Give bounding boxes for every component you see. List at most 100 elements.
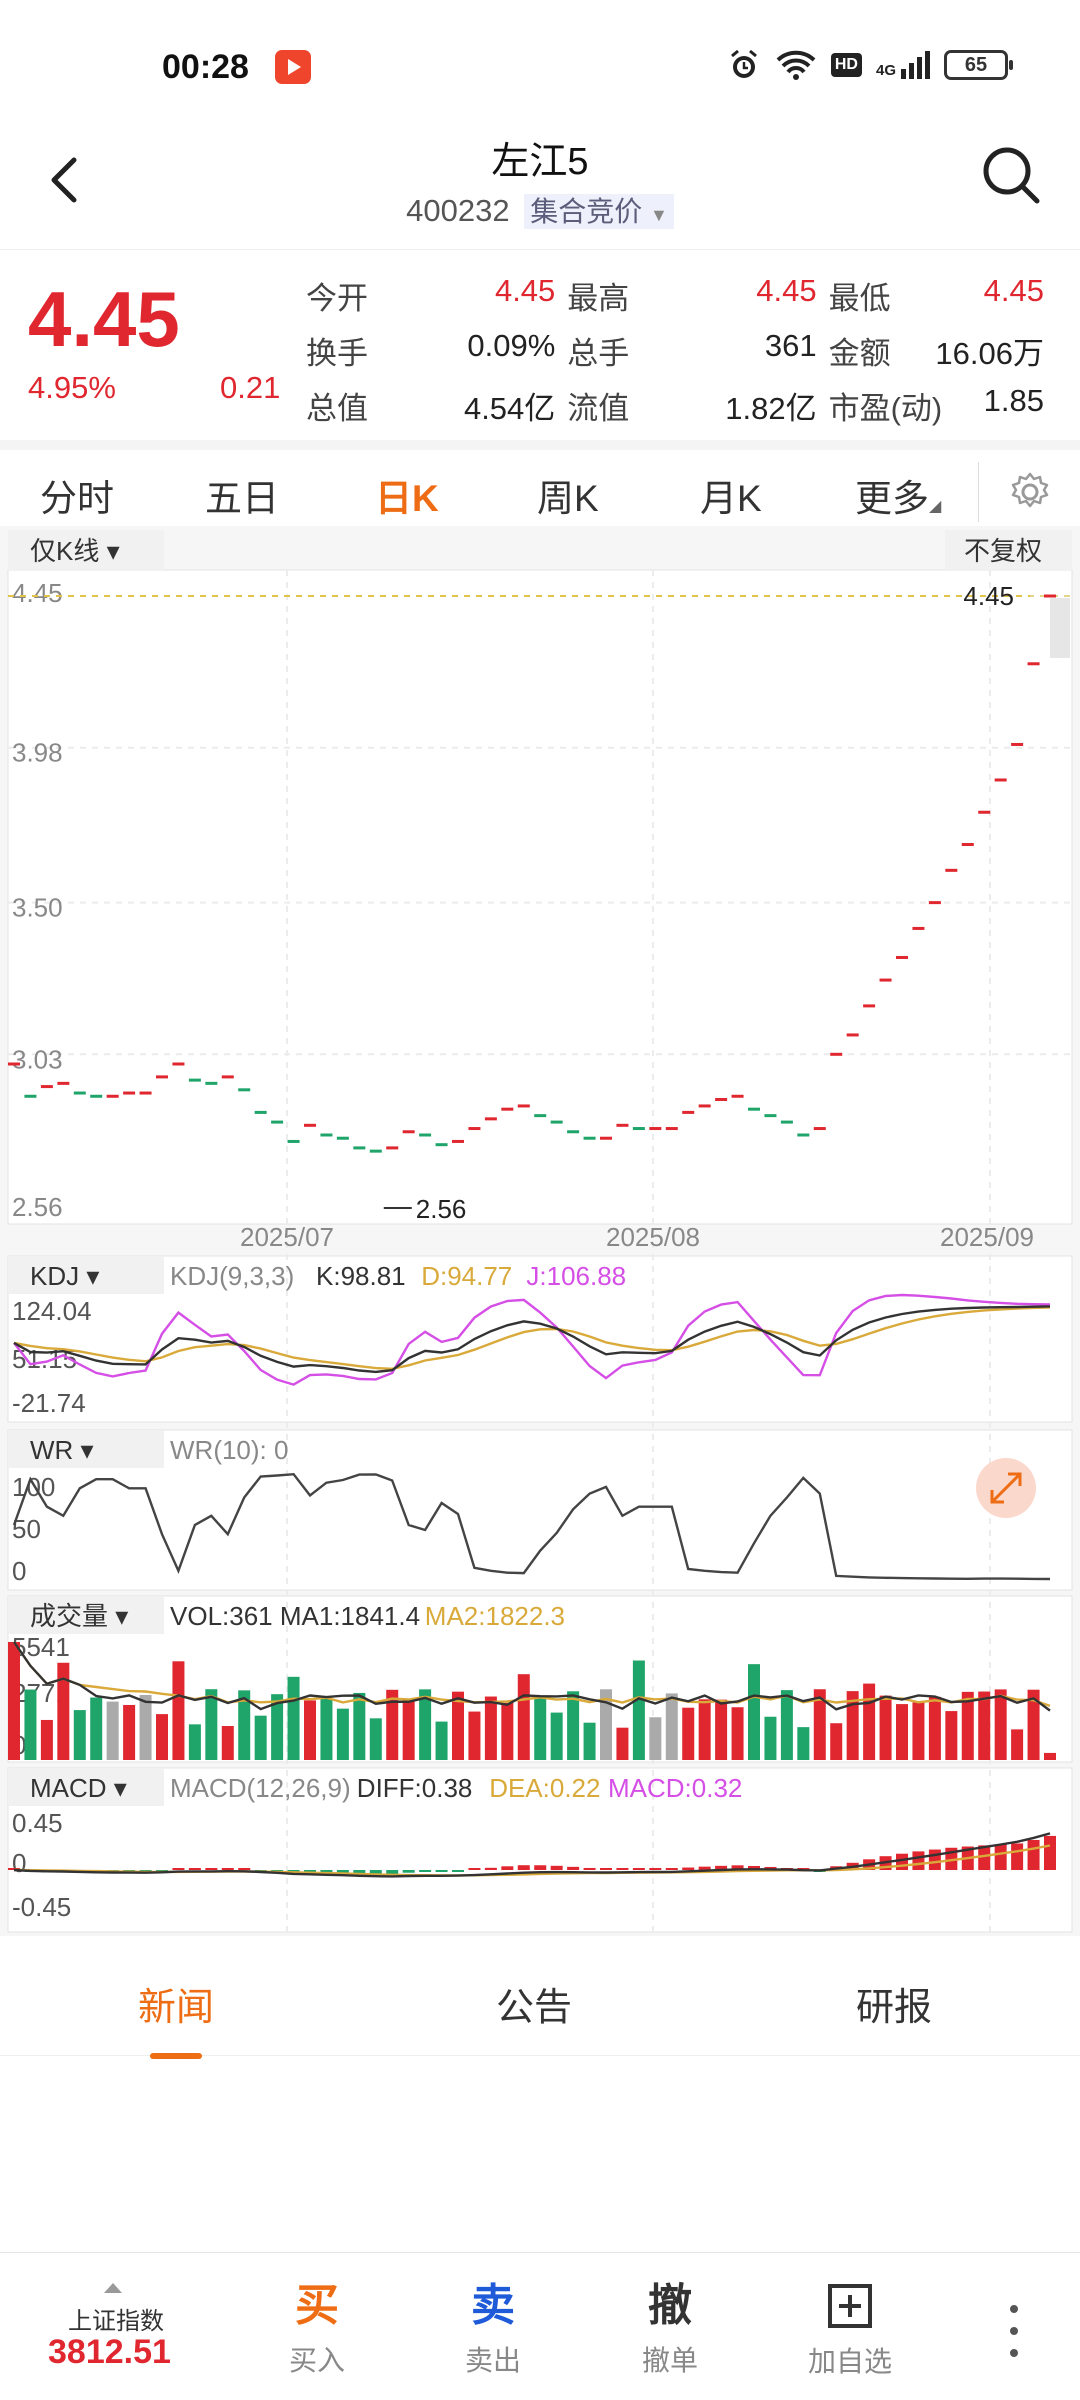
tab-announcements[interactable]: 公告 (496, 1987, 573, 2029)
indicator-value: J:106.88 (526, 1261, 626, 1291)
tab-news[interactable]: 新闻 (138, 1976, 214, 2059)
bottom-bar: 上证指数 3812.51 买 买入 卖 卖出 撤 撤单 加自选 (0, 2252, 1080, 2400)
add-watchlist-button[interactable]: 加自选 (790, 2279, 910, 2380)
candle (435, 1143, 448, 1147)
candle (879, 978, 892, 982)
chart-panel (7, 1429, 1073, 1591)
candle (813, 1127, 826, 1131)
candle (484, 1117, 497, 1121)
tab-weekly-k[interactable]: 周K (537, 478, 599, 519)
candle (221, 1075, 234, 1079)
volume-bar (271, 1694, 284, 1760)
volume-bar (731, 1707, 744, 1760)
macd-bar (698, 1866, 711, 1870)
kline-chart[interactable]: 4.45 3.98 3.50 3.03 2.56 4.45 2.56 仅K线 ▾ 不复权 2025… (0, 526, 1080, 1936)
kdj-d-line (13, 1306, 1051, 1371)
candle (139, 1091, 152, 1095)
kline-selector-bg (8, 530, 164, 570)
macd-bar (468, 1868, 481, 1870)
candle (517, 1104, 530, 1108)
candle (123, 1091, 136, 1095)
candle (452, 1139, 464, 1143)
tab-five-day[interactable]: 五日 (205, 478, 279, 519)
search-icon[interactable] (980, 144, 1042, 206)
tab-monthly-k[interactable]: 月K (700, 478, 762, 519)
macd-bar (896, 1853, 908, 1870)
volume-bar (715, 1699, 728, 1760)
macd-bar (649, 1868, 662, 1870)
add-box-icon (828, 2284, 872, 2328)
buy-button[interactable]: 买 买入 (262, 2279, 372, 2379)
candle (1011, 742, 1024, 746)
low-price-label: 2.56 (416, 1194, 467, 1224)
indicator-selector: MACD ▾ (30, 1773, 127, 1803)
candle (468, 1127, 481, 1131)
candle (863, 1004, 876, 1008)
gear-icon[interactable] (1008, 470, 1052, 514)
quote-cell: 流值 1.82亿 (567, 383, 828, 428)
candle (616, 1123, 629, 1127)
sell-button[interactable]: 卖 卖出 (438, 2279, 548, 2379)
volume-bar (468, 1711, 481, 1760)
more-options-icon[interactable] (1008, 2301, 1020, 2361)
chart-panel (7, 1767, 1073, 1933)
tab-divider (978, 462, 979, 522)
macd-bar (221, 1868, 234, 1870)
tab-more[interactable]: 更多◢ (855, 478, 942, 519)
volume-bar (188, 1724, 201, 1760)
macd-axis-label: 0.45 (12, 1808, 63, 1838)
indicator-value: K:98.81 (316, 1261, 406, 1291)
date-axis-label: 2025/08 (606, 1222, 700, 1252)
volume-bar (896, 1704, 908, 1760)
macd-bar (1027, 1839, 1040, 1870)
volume-bar (830, 1723, 843, 1760)
volume-bar (336, 1708, 349, 1760)
candle (600, 1136, 612, 1140)
macd-axis-label: 0 (12, 1848, 26, 1878)
trading-mode-badge[interactable]: 集合竞价 ▼ (524, 194, 674, 229)
status-bar: 00:28 HD 4G 65 (0, 0, 1080, 120)
back-icon[interactable] (40, 150, 90, 210)
scroll-handle (1050, 598, 1070, 658)
tab-research[interactable]: 研报 (856, 1987, 933, 2029)
macd-bar (731, 1865, 744, 1870)
cancel-order-button[interactable]: 撤 撤单 (615, 2279, 725, 2379)
volume-bar (172, 1661, 185, 1760)
stock-header: 左江5 400232 集合竞价 ▼ (0, 120, 1080, 250)
chart-area[interactable]: 4.45 3.98 3.50 3.03 2.56 4.45 2.56 仅K线 ▾ 不复权 2025… (0, 526, 1080, 1936)
quote-label: 换手 (306, 336, 368, 371)
buy-glyph: 买 (295, 2281, 339, 2330)
macd-bar (928, 1849, 941, 1870)
quote-cell: 最高 4.45 (567, 273, 828, 318)
volume-bar (40, 1719, 53, 1760)
stock-code-line[interactable]: 400232 集合竞价 ▼ (0, 190, 1080, 230)
macd-bar (550, 1865, 563, 1870)
volume-axis-label: 5541 (12, 1632, 70, 1662)
adjust-selector: 不复权 (964, 536, 1042, 566)
candle (254, 1110, 267, 1114)
status-icons: HD 4G 65 (727, 48, 1013, 82)
indicator-selector: KDJ ▾ (30, 1261, 99, 1291)
candle (632, 1127, 645, 1131)
candle (172, 1062, 185, 1066)
quote-value: 16.06万 (935, 336, 1044, 371)
volume-bar (846, 1691, 859, 1760)
candle (534, 1114, 547, 1118)
volume-bar (1027, 1689, 1040, 1760)
change-amount: 0.21 (220, 370, 281, 405)
candle (40, 1085, 53, 1089)
stock-code: 400232 (406, 193, 510, 228)
tab-daily-k[interactable]: 日K (375, 468, 439, 534)
macd-bar (8, 1868, 20, 1870)
volume-bar (912, 1702, 925, 1760)
volume-bar (106, 1701, 119, 1760)
volume-bar (452, 1691, 464, 1760)
quote-cell: 今开 4.45 (306, 273, 567, 318)
candle (550, 1120, 563, 1124)
volume-bar (600, 1689, 612, 1760)
indicator-selector: 成交量 ▾ (30, 1601, 128, 1631)
kline-selector: 仅K线 ▾ (30, 536, 120, 566)
tab-intraday[interactable]: 分时 (40, 478, 114, 519)
macd-bar (517, 1865, 530, 1870)
macd-bar (600, 1868, 612, 1870)
